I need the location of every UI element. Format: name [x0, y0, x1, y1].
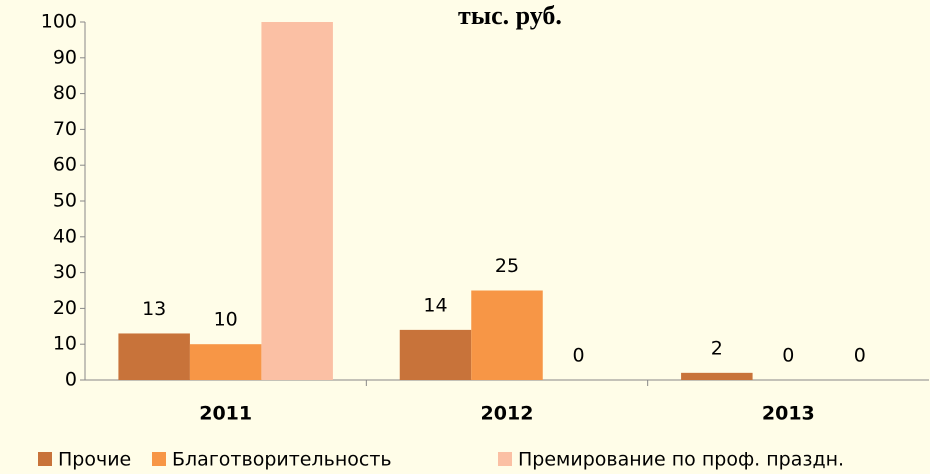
y-tick-label: 60 [53, 154, 77, 176]
data-label: 0 [572, 345, 584, 367]
y-tick-label: 100 [41, 11, 77, 33]
legend-swatch [498, 452, 512, 466]
data-label: 25 [495, 255, 519, 277]
legend-label: Премирование по проф. праздн. [518, 449, 844, 471]
y-tick-label: 40 [53, 225, 77, 247]
x-tick-label: 2013 [762, 403, 815, 425]
bar [189, 344, 262, 380]
x-tick-label: 2012 [481, 403, 534, 425]
y-tick-label: 30 [53, 261, 77, 283]
legend-label: Прочие [58, 449, 131, 471]
bar [471, 290, 543, 380]
data-label: 10 [214, 309, 238, 331]
legend-label: Благотворительность [172, 449, 392, 471]
legend-swatch [38, 452, 52, 466]
y-tick-label: 70 [53, 118, 77, 140]
bar [681, 372, 753, 380]
x-tick-label: 2011 [199, 403, 252, 425]
bar [399, 329, 472, 380]
data-label: 13 [142, 298, 166, 320]
y-tick-label: 90 [53, 46, 77, 68]
data-label: 14 [423, 294, 447, 316]
legend-swatch [152, 452, 166, 466]
y-tick-label: 50 [53, 190, 77, 212]
data-label: 2 [711, 337, 723, 359]
y-tick-label: 10 [53, 333, 77, 355]
data-label: 0 [854, 345, 866, 367]
chart-title: тыс. руб. [458, 1, 562, 30]
y-tick-label: 20 [53, 297, 77, 319]
data-label: 0 [782, 345, 794, 367]
bar [261, 22, 333, 380]
y-tick-label: 80 [53, 82, 77, 104]
y-tick-label: 0 [65, 369, 77, 391]
bar [118, 333, 190, 380]
